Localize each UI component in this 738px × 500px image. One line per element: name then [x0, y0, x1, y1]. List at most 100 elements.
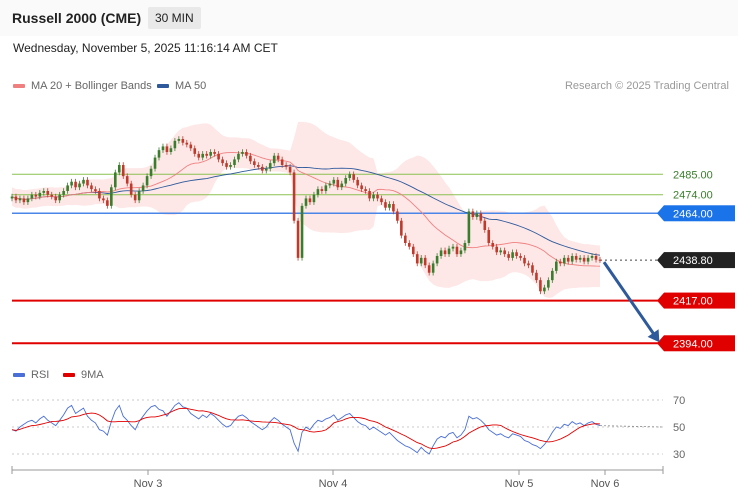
- level-tag-arrow-4: [657, 292, 664, 309]
- candle-body-105: [427, 265, 431, 273]
- legend-ma50-label: MA 50: [175, 80, 207, 92]
- level-label-0: 2485.00: [673, 169, 713, 181]
- candle-body-31: [133, 194, 137, 201]
- candle-body-29: [125, 176, 129, 184]
- candle-body-69: [284, 165, 288, 167]
- candle-body-120: [487, 230, 491, 243]
- candle-body-140: [566, 257, 570, 262]
- candle-body-14: [66, 185, 69, 191]
- candle-body-100: [407, 243, 411, 247]
- level-tag-5: [664, 335, 735, 352]
- ma9-swatch-icon: [63, 373, 75, 377]
- candle-body-107: [435, 256, 439, 264]
- candle-body-50: [209, 152, 212, 156]
- candle-body-110: [447, 248, 451, 255]
- candle-body-24: [106, 200, 109, 206]
- candle-body-27: [117, 165, 121, 173]
- candle-body-114: [463, 243, 467, 251]
- candle-body-75: [308, 198, 312, 203]
- datetime-label: Wednesday, November 5, 2025 11:16:14 AM …: [13, 41, 278, 55]
- level-tag-arrow-2: [657, 205, 664, 222]
- legend-ma20-label: MA 20 + Bollinger Bands: [31, 80, 152, 92]
- candle-body-35: [149, 168, 153, 177]
- candle-body-3: [22, 198, 26, 203]
- candle-body-137: [554, 261, 558, 271]
- candle-body-118: [479, 213, 483, 221]
- candle-body-141: [570, 256, 574, 262]
- candle-body-99: [404, 235, 407, 243]
- legend-ma20: MA 20 + Bollinger Bands: [13, 80, 152, 92]
- rsi-tick-70: 70: [673, 395, 685, 407]
- header-bar: [0, 0, 738, 36]
- candle-body-6: [34, 194, 38, 197]
- candle-body-17: [78, 183, 81, 188]
- legend-rsi: RSI: [13, 369, 49, 381]
- candle-body-62: [257, 165, 260, 167]
- candle-body-44: [185, 142, 189, 145]
- candle-body-64: [264, 168, 268, 171]
- candle-body-13: [62, 191, 65, 195]
- candle-body-22: [98, 191, 101, 199]
- candle-body-54: [225, 163, 228, 167]
- x-tick-label-3: Nov 6: [591, 478, 620, 490]
- level-label-5: 2394.00: [673, 338, 713, 350]
- level-tag-4: [664, 292, 735, 309]
- candle-body-139: [562, 257, 566, 264]
- candle-body-39: [165, 146, 169, 152]
- candle-body-112: [455, 246, 459, 255]
- timeframe-button[interactable]: 30 MIN: [148, 7, 201, 29]
- candle-body-108: [439, 250, 443, 256]
- candle-body-81: [332, 179, 336, 184]
- candle-body-85: [348, 174, 352, 178]
- candle-body-37: [157, 150, 161, 158]
- candle-body-95: [388, 204, 391, 208]
- candle-body-20: [90, 185, 93, 190]
- candle-body-92: [376, 194, 379, 199]
- candle-body-125: [507, 254, 510, 258]
- candle-body-91: [372, 194, 375, 199]
- candle-body-49: [205, 153, 208, 156]
- candle-body-42: [177, 139, 181, 141]
- candle-body-2: [18, 198, 22, 201]
- candle-body-45: [189, 144, 193, 149]
- candle-body-18: [82, 179, 85, 184]
- candle-body-90: [368, 191, 371, 199]
- candle-body-8: [42, 191, 46, 193]
- candle-body-41: [173, 140, 177, 149]
- projection-arrow-head-icon: [647, 329, 660, 343]
- candle-body-19: [86, 179, 89, 186]
- candle-body-106: [431, 263, 435, 273]
- candle-body-129: [523, 257, 526, 264]
- candle-body-25: [110, 187, 113, 206]
- rsi-swatch-icon: [13, 373, 25, 377]
- candle-body-66: [272, 155, 276, 164]
- candle-body-71: [292, 172, 296, 221]
- candle-body-0: [10, 196, 14, 199]
- candle-body-12: [58, 194, 61, 201]
- candle-body-21: [94, 189, 97, 191]
- candle-body-146: [590, 256, 594, 258]
- candle-body-87: [356, 179, 359, 186]
- candle-body-46: [193, 148, 197, 154]
- candle-body-55: [229, 165, 232, 167]
- instrument-title: Russell 2000 (CME): [12, 10, 142, 26]
- candle-body-124: [503, 250, 506, 255]
- candle-body-51: [213, 152, 216, 154]
- candle-body-89: [364, 189, 367, 191]
- candle-body-142: [574, 256, 578, 260]
- candle-body-73: [300, 205, 304, 258]
- rsi-extension: [599, 425, 664, 428]
- candle-body-113: [459, 250, 463, 255]
- candle-body-122: [495, 246, 499, 253]
- candle-body-97: [396, 211, 399, 221]
- candle-body-56: [233, 159, 236, 165]
- candle-body-84: [344, 178, 348, 184]
- credit-label: Research © 2025 Trading Central: [564, 80, 729, 92]
- rsi-tick-50: 50: [673, 422, 685, 434]
- candle-body-60: [249, 155, 252, 162]
- candle-body-117: [475, 213, 479, 217]
- candle-body-98: [400, 220, 403, 236]
- candle-body-119: [483, 220, 487, 230]
- legend-ma50: MA 50: [157, 80, 206, 92]
